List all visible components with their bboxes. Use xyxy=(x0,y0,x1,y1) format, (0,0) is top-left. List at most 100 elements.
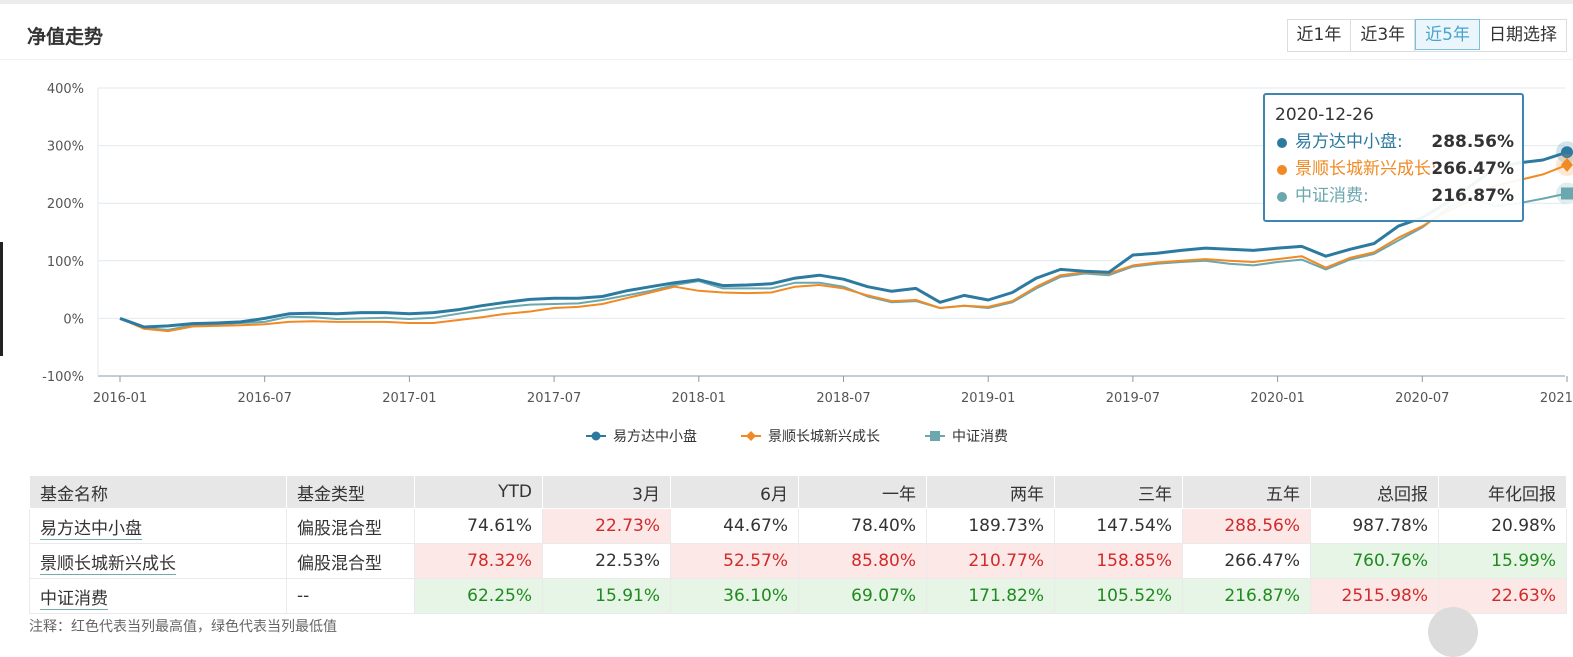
value-cell: 22.73% xyxy=(542,508,671,544)
legend-marker xyxy=(930,431,940,441)
value-cell: 171.82% xyxy=(926,578,1055,614)
y-tick-label: 300% xyxy=(47,140,84,155)
panel-header: 净值走势 近1年 近3年 近5年 日期选择 xyxy=(0,8,1573,60)
legend-marker xyxy=(591,431,601,441)
value-cell: 22.53% xyxy=(542,543,671,579)
tooltip-value-3: 216.87% xyxy=(1431,186,1514,206)
col-header-ytd: YTD xyxy=(414,475,543,509)
tooltip-name-3: 中证消费: xyxy=(1295,186,1369,206)
col-header-3m: 3月 xyxy=(542,475,671,509)
value-cell: 62.25% xyxy=(414,578,543,614)
value-cell: 189.73% xyxy=(926,508,1055,544)
tooltip-name-2: 景顺长城新兴成长: xyxy=(1295,159,1437,179)
table-header-row: 基金名称 基金类型 YTD 3月 6月 一年 两年 三年 五年 总回报 年化回报 xyxy=(29,475,1567,509)
legend-label: 景顺长城新兴成长 xyxy=(768,429,880,445)
col-header-5y: 五年 xyxy=(1182,475,1311,509)
fund-name-cell: 中证消费 xyxy=(29,578,287,614)
series-end-marker xyxy=(1561,157,1573,172)
series2-dot-icon xyxy=(1277,165,1287,175)
series1-dot-icon xyxy=(1277,138,1287,148)
tooltip-value-2: 266.47% xyxy=(1431,159,1514,179)
value-cell: 158.85% xyxy=(1054,543,1183,579)
value-cell: 15.91% xyxy=(542,578,671,614)
legend-label: 中证消费 xyxy=(952,429,1008,445)
x-tick-label: 2017-01 xyxy=(382,391,436,406)
x-tick-label: 2019-01 xyxy=(961,391,1015,406)
x-tick-label: 2016-07 xyxy=(238,391,292,406)
col-header-type: 基金类型 xyxy=(286,475,415,509)
x-tick-label: 2021-01 xyxy=(1540,391,1573,406)
nav-line-chart[interactable]: -100% 0% 100% 200% 300% 400% 2016-01 2016-07 201… xyxy=(0,60,1573,460)
x-tick-label: 2020-01 xyxy=(1250,391,1304,406)
y-tick-label: -100% xyxy=(42,370,84,385)
x-tick-label: 2020-07 xyxy=(1395,391,1449,406)
x-tick-label: 2018-07 xyxy=(816,391,870,406)
value-cell: 147.54% xyxy=(1054,508,1183,544)
table-footnote: 注释：红色代表当列最高值，绿色代表当列最低值 xyxy=(29,619,337,635)
date-select-button[interactable]: 日期选择 xyxy=(1480,20,1566,51)
y-tick-label: 100% xyxy=(47,255,84,270)
range-selector: 近1年 近3年 近5年 日期选择 xyxy=(1286,19,1567,52)
left-edge-marker xyxy=(0,242,3,356)
fund-name-cell: 景顺长城新兴成长 xyxy=(29,543,287,579)
value-cell: 266.47% xyxy=(1182,543,1311,579)
fund-performance-table: 基金名称 基金类型 YTD 3月 6月 一年 两年 三年 五年 总回报 年化回报… xyxy=(29,475,1567,614)
x-tick-label: 2016-01 xyxy=(93,391,147,406)
y-tick-label: 400% xyxy=(47,82,84,97)
value-cell: 74.61% xyxy=(414,508,543,544)
value-cell: 52.57% xyxy=(670,543,799,579)
value-cell: 2515.98% xyxy=(1310,578,1439,614)
series3-dot-icon xyxy=(1277,192,1287,202)
fund-name-link[interactable]: 景顺长城新兴成长 xyxy=(40,553,176,575)
col-header-6m: 6月 xyxy=(670,475,799,509)
value-cell: 78.40% xyxy=(798,508,927,544)
value-cell: 85.80% xyxy=(798,543,927,579)
tooltip-row-2: 景顺长城新兴成长: 266.47% xyxy=(1275,156,1522,183)
legend-marker xyxy=(746,431,756,441)
floating-button[interactable] xyxy=(1428,607,1478,657)
tooltip-row-3: 中证消费: 216.87% xyxy=(1275,183,1522,210)
chart-tooltip: 2020-12-26 易方达中小盘: 288.56% 景顺长城新兴成长: 266… xyxy=(1263,93,1524,222)
fund-type-cell: -- xyxy=(286,578,415,614)
value-cell: 69.07% xyxy=(798,578,927,614)
value-cell: 760.76% xyxy=(1310,543,1439,579)
value-cell: 78.32% xyxy=(414,543,543,579)
col-header-annual: 年化回报 xyxy=(1438,475,1567,509)
value-cell: 36.10% xyxy=(670,578,799,614)
table-row: 景顺长城新兴成长 偏股混合型 78.32% 22.53% 52.57% 85.80% 210… xyxy=(29,543,1567,579)
range-5y-button[interactable]: 近5年 xyxy=(1415,19,1480,50)
value-cell: 216.87% xyxy=(1182,578,1311,614)
x-tick-label: 2018-01 xyxy=(672,391,726,406)
x-tick-label: 2019-07 xyxy=(1106,391,1160,406)
fund-name-link[interactable]: 中证消费 xyxy=(40,588,108,610)
tooltip-value-1: 288.56% xyxy=(1431,132,1514,152)
value-cell: 15.99% xyxy=(1438,543,1567,579)
value-cell: 20.98% xyxy=(1438,508,1567,544)
col-header-1y: 一年 xyxy=(798,475,927,509)
range-3y-button[interactable]: 近3年 xyxy=(1351,20,1416,51)
series-line-3 xyxy=(119,192,1568,331)
tooltip-name-1: 易方达中小盘: xyxy=(1295,132,1403,152)
range-1y-button[interactable]: 近1年 xyxy=(1287,20,1352,51)
col-header-total: 总回报 xyxy=(1310,475,1439,509)
series-line-1 xyxy=(119,150,1568,329)
series-end-marker xyxy=(1561,146,1573,159)
y-tick-label: 200% xyxy=(47,197,84,212)
fund-name-link[interactable]: 易方达中小盘 xyxy=(40,518,142,540)
series-line-2 xyxy=(119,163,1568,333)
value-cell: 210.77% xyxy=(926,543,1055,579)
value-cell: 987.78% xyxy=(1310,508,1439,544)
legend-label: 易方达中小盘 xyxy=(613,428,697,445)
tooltip-row-1: 易方达中小盘: 288.56% xyxy=(1275,129,1522,156)
fund-type-cell: 偏股混合型 xyxy=(286,543,415,579)
x-tick-label: 2017-07 xyxy=(527,391,581,406)
col-header-2y: 两年 xyxy=(926,475,1055,509)
col-header-3y: 三年 xyxy=(1054,475,1183,509)
value-cell: 288.56% xyxy=(1182,508,1311,544)
col-header-name: 基金名称 xyxy=(29,475,287,509)
table-row: 中证消费 -- 62.25% 15.91% 36.10% 69.07% 171.82% 105… xyxy=(29,578,1567,614)
series-end-marker xyxy=(1561,187,1573,200)
table-row: 易方达中小盘 偏股混合型 74.61% 22.73% 44.67% 78.40% 189.7… xyxy=(29,508,1567,544)
value-cell: 44.67% xyxy=(670,508,799,544)
